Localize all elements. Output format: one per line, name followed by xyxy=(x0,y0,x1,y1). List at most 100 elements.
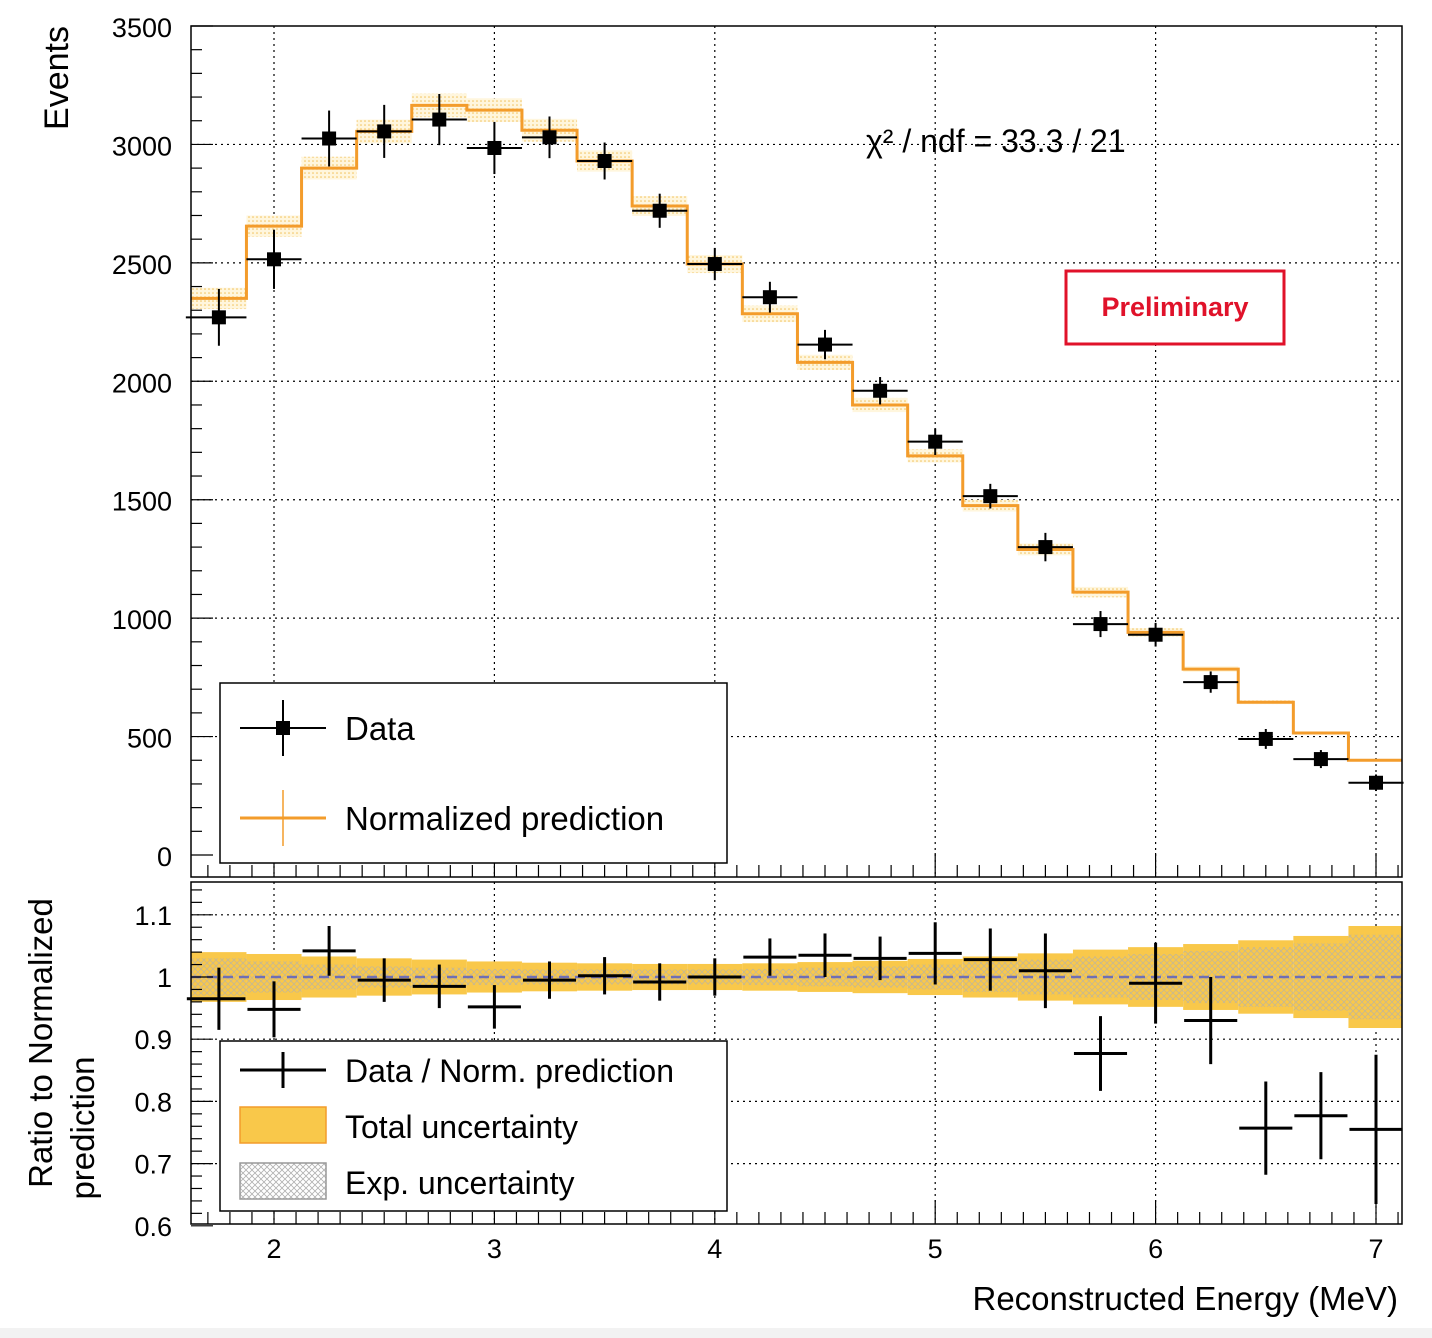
data-point xyxy=(742,281,798,313)
ratio-point xyxy=(522,961,577,999)
ratio-y-tick-labels: 0.6 0.7 0.8 0.9 1 1.1 xyxy=(134,901,172,1242)
ratio-y-axis-label-line2: prediction xyxy=(64,1056,101,1199)
ratio-point xyxy=(1018,933,1072,1009)
data-marker xyxy=(873,383,888,398)
legend-exp-uncertainty-label: Exp. uncertainty xyxy=(345,1165,574,1201)
ratio-point xyxy=(247,981,301,1038)
y-tick-label: 0 xyxy=(157,842,172,872)
exp-uncertainty-bin xyxy=(466,968,522,986)
ratio-point xyxy=(186,967,246,1030)
ratio-point xyxy=(1239,1081,1293,1175)
legend-ratio-label: Data / Norm. prediction xyxy=(345,1053,674,1089)
ratio-point xyxy=(578,957,632,995)
data-marker xyxy=(983,489,998,504)
data-point xyxy=(185,288,247,346)
data-marker xyxy=(1369,775,1383,790)
ratio-point xyxy=(743,938,797,976)
ratio-legend: Data / Norm. prediction Total uncertaint… xyxy=(219,1040,728,1212)
data-marker xyxy=(1148,627,1163,642)
data-marker xyxy=(818,337,832,352)
data-point xyxy=(632,193,688,228)
data-marker xyxy=(487,140,502,155)
exp-uncertainty-bin xyxy=(1072,956,1129,998)
data-marker xyxy=(432,112,447,127)
ratio-point xyxy=(688,958,742,996)
ratio-point xyxy=(908,922,962,985)
ratio-point xyxy=(467,985,521,1029)
data-point xyxy=(577,142,633,180)
y-tick-label: 2000 xyxy=(112,368,172,398)
data-marker xyxy=(267,252,281,267)
bottom-frame xyxy=(190,881,1403,1225)
data-point xyxy=(1348,774,1404,792)
x-tick-label: 2 xyxy=(266,1234,281,1264)
legend-prediction-label: Normalized prediction xyxy=(345,800,664,837)
data-marker xyxy=(762,290,777,305)
y-tick-label: 2500 xyxy=(112,250,172,280)
ratio-y-axis-label-line1: Ratio to Normalized xyxy=(22,898,59,1188)
data-point xyxy=(301,110,357,167)
ratio-y-tick-label: 0.9 xyxy=(134,1025,172,1055)
prediction-step-line xyxy=(191,103,1402,762)
y-tick-label: 1500 xyxy=(112,487,172,517)
legend-prediction-marker xyxy=(240,790,326,846)
data-point xyxy=(1183,671,1239,693)
x-tick-label: 6 xyxy=(1148,1234,1163,1264)
ratio-point xyxy=(412,964,466,1009)
data-point xyxy=(797,329,853,360)
x-axis-label: Reconstructed Energy (MeV) xyxy=(972,1280,1398,1317)
data-point xyxy=(411,93,467,146)
legend-total-uncertainty-label: Total uncertainty xyxy=(345,1109,578,1145)
data-marker xyxy=(1093,617,1108,632)
data-marker xyxy=(1203,675,1218,690)
data-point xyxy=(1238,728,1294,749)
data-marker xyxy=(542,130,557,145)
top-legend: Data Normalized prediction xyxy=(219,682,728,864)
ratio-panel: 0.6 0.7 0.8 0.9 1 1.1 2 3 4 5 6 7 Ratio to Normali… xyxy=(22,881,1403,1317)
y-axis-label: Events xyxy=(38,26,76,130)
data-marker xyxy=(377,124,392,139)
data-marker xyxy=(211,310,226,325)
ratio-point xyxy=(963,928,1017,991)
main-histogram-panel: 0 500 1000 1500 2000 2500 3000 3500 Events χ² /… xyxy=(38,13,1404,878)
ratio-point xyxy=(302,925,356,976)
ratio-point xyxy=(357,958,411,1002)
y-tick-labels: 0 500 1000 1500 2000 2500 3000 3500 xyxy=(112,13,172,872)
ratio-point xyxy=(798,933,852,977)
data-point xyxy=(1017,532,1073,562)
data-marker xyxy=(597,154,612,169)
data-marker xyxy=(1313,752,1328,767)
ratio-point xyxy=(1073,1016,1128,1091)
preliminary-stamp-box xyxy=(1064,269,1286,346)
ratio-point xyxy=(853,936,907,981)
legend-data-label: Data xyxy=(345,710,415,747)
ratio-y-tick-label: 0.7 xyxy=(134,1150,172,1180)
ratio-point xyxy=(1129,942,1183,1024)
y-tick-label: 1000 xyxy=(112,605,172,635)
data-point xyxy=(246,229,302,289)
data-marker xyxy=(707,257,722,272)
x-tick-labels: 2 3 4 5 6 7 xyxy=(266,1234,1383,1264)
ratio-y-tick-label: 1.1 xyxy=(134,901,172,931)
y-tick-label: 3500 xyxy=(112,13,172,43)
x-tick-label: 4 xyxy=(707,1234,722,1264)
data-point xyxy=(687,247,743,281)
data-point xyxy=(1128,622,1184,647)
bottom-strip xyxy=(0,1328,1432,1338)
chi2-annotation: χ² / ndf = 33.3 / 21 xyxy=(866,123,1126,159)
data-point xyxy=(852,377,908,405)
ratio-y-tick-label: 0.8 xyxy=(134,1087,172,1117)
top-frame xyxy=(190,25,1403,878)
data-marker xyxy=(652,203,667,218)
x-tick-label: 7 xyxy=(1368,1234,1383,1264)
data-point xyxy=(962,483,1018,509)
ratio-point xyxy=(633,963,687,1001)
axis-ticks xyxy=(191,25,1399,877)
ratio-y-tick-label: 1 xyxy=(157,963,172,993)
data-point xyxy=(521,116,578,159)
preliminary-stamp: Preliminary xyxy=(1101,292,1248,322)
prediction-uncertainty-band xyxy=(191,93,1402,762)
data-point xyxy=(907,428,963,455)
ratio-point xyxy=(1349,1054,1403,1205)
